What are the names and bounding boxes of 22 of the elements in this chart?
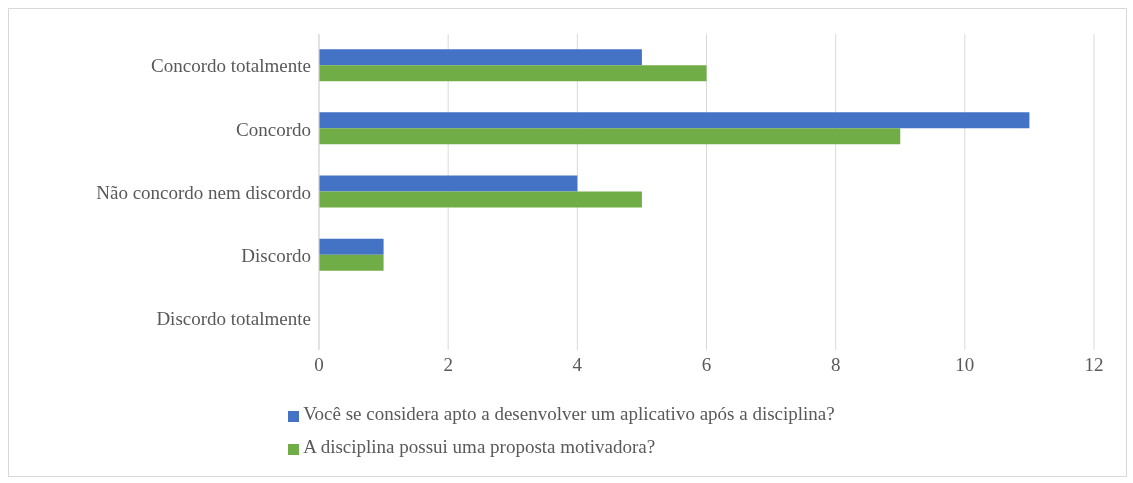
y-tick-label: Concordo totalmente [151, 55, 311, 77]
bar [319, 191, 642, 208]
bar [319, 175, 578, 192]
x-tick-label: 12 [1084, 354, 1104, 376]
legend-label: Você se considera apto a desenvolver um aplicativo após a disciplina? [303, 403, 835, 424]
bar [319, 112, 1030, 129]
x-tick-label: 0 [314, 354, 324, 376]
bar [319, 49, 642, 66]
y-tick-label: Concordo [236, 118, 311, 140]
x-tick-label: 8 [830, 354, 841, 376]
bar [319, 65, 707, 82]
x-tick-label: 6 [701, 354, 712, 376]
bar [319, 128, 901, 145]
x-tick-label: 2 [443, 354, 453, 376]
x-tick-label: 10 [955, 354, 975, 376]
x-tick-label: 4 [572, 354, 583, 376]
y-tick-label: Não concordo nem discordo [96, 181, 311, 203]
bar [319, 254, 384, 271]
y-tick-label: Discordo totalmente [156, 308, 311, 330]
legend-label: A disciplina possui uma proposta motivadora? [303, 436, 656, 457]
bar [319, 238, 384, 255]
y-tick-label: Discordo [241, 244, 311, 266]
